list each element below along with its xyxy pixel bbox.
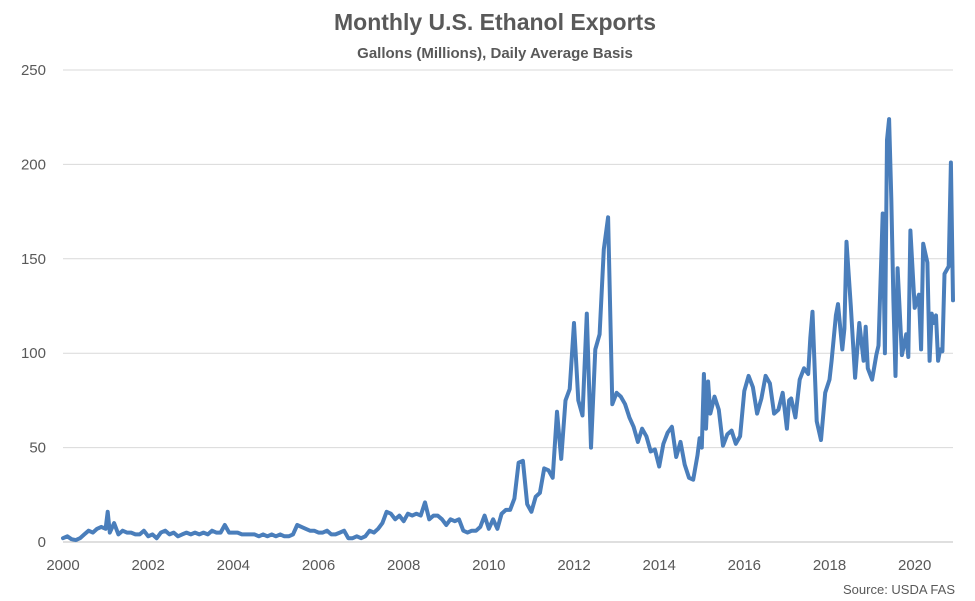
x-tick-label: 2018 — [813, 557, 846, 574]
y-tick-label: 150 — [21, 251, 46, 268]
x-tick-label: 2004 — [217, 557, 250, 574]
series-layer — [61, 117, 955, 543]
x-tick-label: 2000 — [46, 557, 79, 574]
x-tick-label: 2014 — [642, 557, 675, 574]
x-tick-label: 2010 — [472, 557, 505, 574]
y-tick-label: 50 — [29, 440, 46, 457]
x-axis-ticks: 2000 2002 2004 2006 2008 2010 2012 2014 2016 2018… — [46, 557, 931, 574]
x-tick-label: 2012 — [557, 557, 590, 574]
chart-subtitle: Gallons (Millions), Daily Average Basis — [357, 45, 633, 62]
x-tick-label: 2016 — [728, 557, 761, 574]
y-tick-label: 0 — [38, 534, 46, 551]
y-tick-label: 200 — [21, 156, 46, 173]
x-tick-label: 2006 — [302, 557, 335, 574]
gridlines — [63, 69, 953, 543]
source-note: Source: USDA FAS — [843, 582, 955, 597]
x-tick-label: 2002 — [131, 557, 164, 574]
chart-title: Monthly U.S. Ethanol Exports — [334, 9, 656, 35]
x-tick-label: 2008 — [387, 557, 420, 574]
x-tick-label: 2020 — [898, 557, 931, 574]
series-line-0 — [61, 117, 955, 543]
y-tick-label: 250 — [21, 62, 46, 79]
y-tick-label: 100 — [21, 345, 46, 362]
y-axis-ticks: 0 50 100 150 200 250 — [21, 62, 46, 551]
